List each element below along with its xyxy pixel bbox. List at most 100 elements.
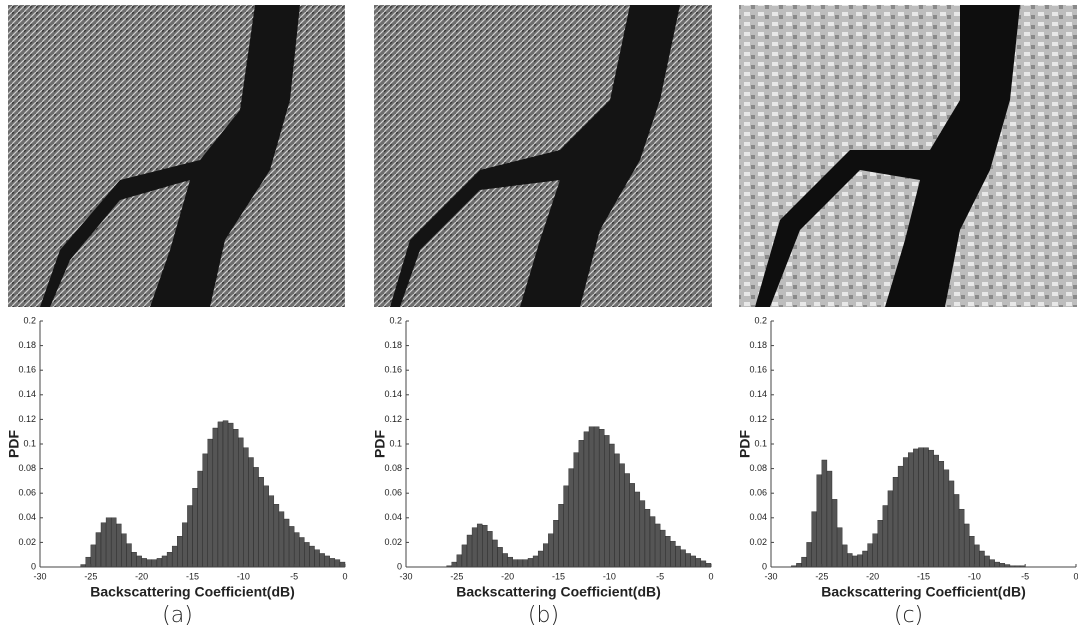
y-tick-label: 0.06 bbox=[749, 488, 767, 498]
histogram-bar bbox=[253, 467, 259, 568]
histogram-bar bbox=[497, 547, 503, 568]
histogram-bar bbox=[867, 543, 873, 568]
histogram-bar bbox=[826, 470, 833, 568]
histogram-bar bbox=[299, 537, 305, 568]
histogram-bar bbox=[293, 532, 300, 568]
y-tick-label: 0.08 bbox=[384, 463, 402, 473]
histogram-bar bbox=[151, 559, 158, 568]
histogram-bar bbox=[482, 524, 488, 568]
x-tick-label: -5 bbox=[656, 571, 664, 581]
histogram-bar bbox=[512, 559, 519, 568]
x-tick-label: -30 bbox=[764, 571, 777, 581]
histogram-bar bbox=[461, 544, 468, 568]
histogram-bar bbox=[619, 463, 625, 568]
histogram-bar bbox=[548, 533, 554, 568]
histogram-bar bbox=[609, 443, 615, 568]
x-tick-label: -5 bbox=[290, 571, 298, 581]
histogram-bar bbox=[309, 545, 315, 568]
histogram-bar bbox=[836, 527, 843, 568]
y-tick-label: 0 bbox=[31, 561, 36, 571]
histogram-bar bbox=[928, 449, 934, 568]
histogram-bar bbox=[872, 533, 878, 568]
histogram-bar bbox=[283, 518, 290, 568]
x-tick-label: -30 bbox=[33, 571, 46, 581]
histogram-bar bbox=[821, 459, 828, 568]
histogram-bar bbox=[248, 457, 254, 568]
y-tick-label: 0.1 bbox=[23, 438, 36, 448]
histogram-bar bbox=[161, 555, 168, 568]
histogram-bar bbox=[156, 558, 163, 568]
histogram-bar bbox=[811, 511, 817, 568]
histogram-bar bbox=[806, 542, 812, 568]
y-tick-label: 0.2 bbox=[389, 315, 402, 325]
histogram-bar bbox=[624, 473, 630, 568]
histogram-bar bbox=[105, 517, 112, 568]
histogram-bar bbox=[166, 552, 173, 568]
histogram-bar bbox=[202, 453, 208, 568]
histogram-bar bbox=[278, 511, 285, 568]
histogram-bar bbox=[319, 553, 325, 568]
histogram-bar bbox=[136, 555, 142, 568]
histogram-bar bbox=[502, 553, 508, 568]
histogram-bar bbox=[877, 520, 884, 568]
histogram-bar bbox=[665, 536, 671, 568]
histogram-bar bbox=[675, 545, 681, 568]
histogram-bar bbox=[938, 461, 945, 568]
x-tick-label: -10 bbox=[968, 571, 981, 581]
y-axis-label: PDF bbox=[372, 430, 388, 458]
y-tick-label: 0.06 bbox=[384, 488, 402, 498]
histogram-bar bbox=[192, 488, 198, 568]
histogram-bar bbox=[339, 561, 346, 568]
y-tick-label: 0.16 bbox=[18, 365, 36, 375]
histogram-bar bbox=[801, 556, 807, 568]
histogram-bar bbox=[324, 555, 330, 568]
y-tick-label: 0.12 bbox=[749, 414, 767, 424]
x-tick-label: -20 bbox=[501, 571, 514, 581]
histogram-bar bbox=[90, 544, 97, 568]
y-tick-label: 0.18 bbox=[384, 340, 402, 350]
histogram-bar bbox=[918, 447, 924, 568]
histogram-bar bbox=[197, 470, 203, 568]
histogram-bar bbox=[999, 563, 1006, 568]
histogram-bar bbox=[171, 545, 178, 568]
histogram-bar bbox=[329, 558, 336, 568]
histogram-bar bbox=[466, 534, 473, 568]
y-tick-label: 0.12 bbox=[384, 414, 402, 424]
histogram-bar bbox=[649, 516, 656, 568]
histogram-bar bbox=[95, 532, 102, 568]
histogram-bar bbox=[690, 555, 696, 568]
caption: (c) bbox=[894, 603, 923, 628]
histogram-bar bbox=[852, 555, 858, 568]
histogram-bar bbox=[700, 560, 707, 568]
histogram-bar bbox=[573, 452, 580, 568]
histogram-bar bbox=[527, 558, 534, 568]
histogram-bar bbox=[923, 447, 929, 568]
histogram-bar bbox=[695, 558, 702, 568]
x-axis-label: Backscattering Coefficient(dB) bbox=[821, 584, 1026, 600]
histogram-bar bbox=[902, 457, 909, 568]
x-axis-label: Backscattering Coefficient(dB) bbox=[90, 584, 295, 600]
caption: (b) bbox=[528, 603, 559, 628]
sar-image-a bbox=[8, 5, 345, 307]
histogram-bar bbox=[705, 563, 712, 568]
caption: (a) bbox=[162, 603, 193, 628]
histogram-bar bbox=[471, 527, 478, 568]
y-tick-label: 0.04 bbox=[749, 512, 767, 522]
histogram-bar bbox=[537, 550, 544, 568]
histogram-bar bbox=[841, 544, 848, 568]
histogram-bar bbox=[182, 522, 188, 568]
histogram-bar bbox=[816, 474, 823, 568]
x-tick-label: -30 bbox=[399, 571, 412, 581]
histogram-bar bbox=[629, 483, 635, 568]
histogram-bar bbox=[913, 448, 919, 568]
y-tick-label: 0.18 bbox=[18, 340, 36, 350]
histogram-bar bbox=[476, 523, 483, 568]
x-tick-label: -20 bbox=[866, 571, 879, 581]
histogram-bar bbox=[979, 550, 985, 568]
histogram-bar bbox=[451, 561, 458, 568]
histogram-bar bbox=[243, 447, 249, 568]
histogram-bar bbox=[831, 499, 838, 568]
y-axis-label: PDF bbox=[6, 430, 22, 458]
histogram-bar bbox=[604, 435, 610, 568]
